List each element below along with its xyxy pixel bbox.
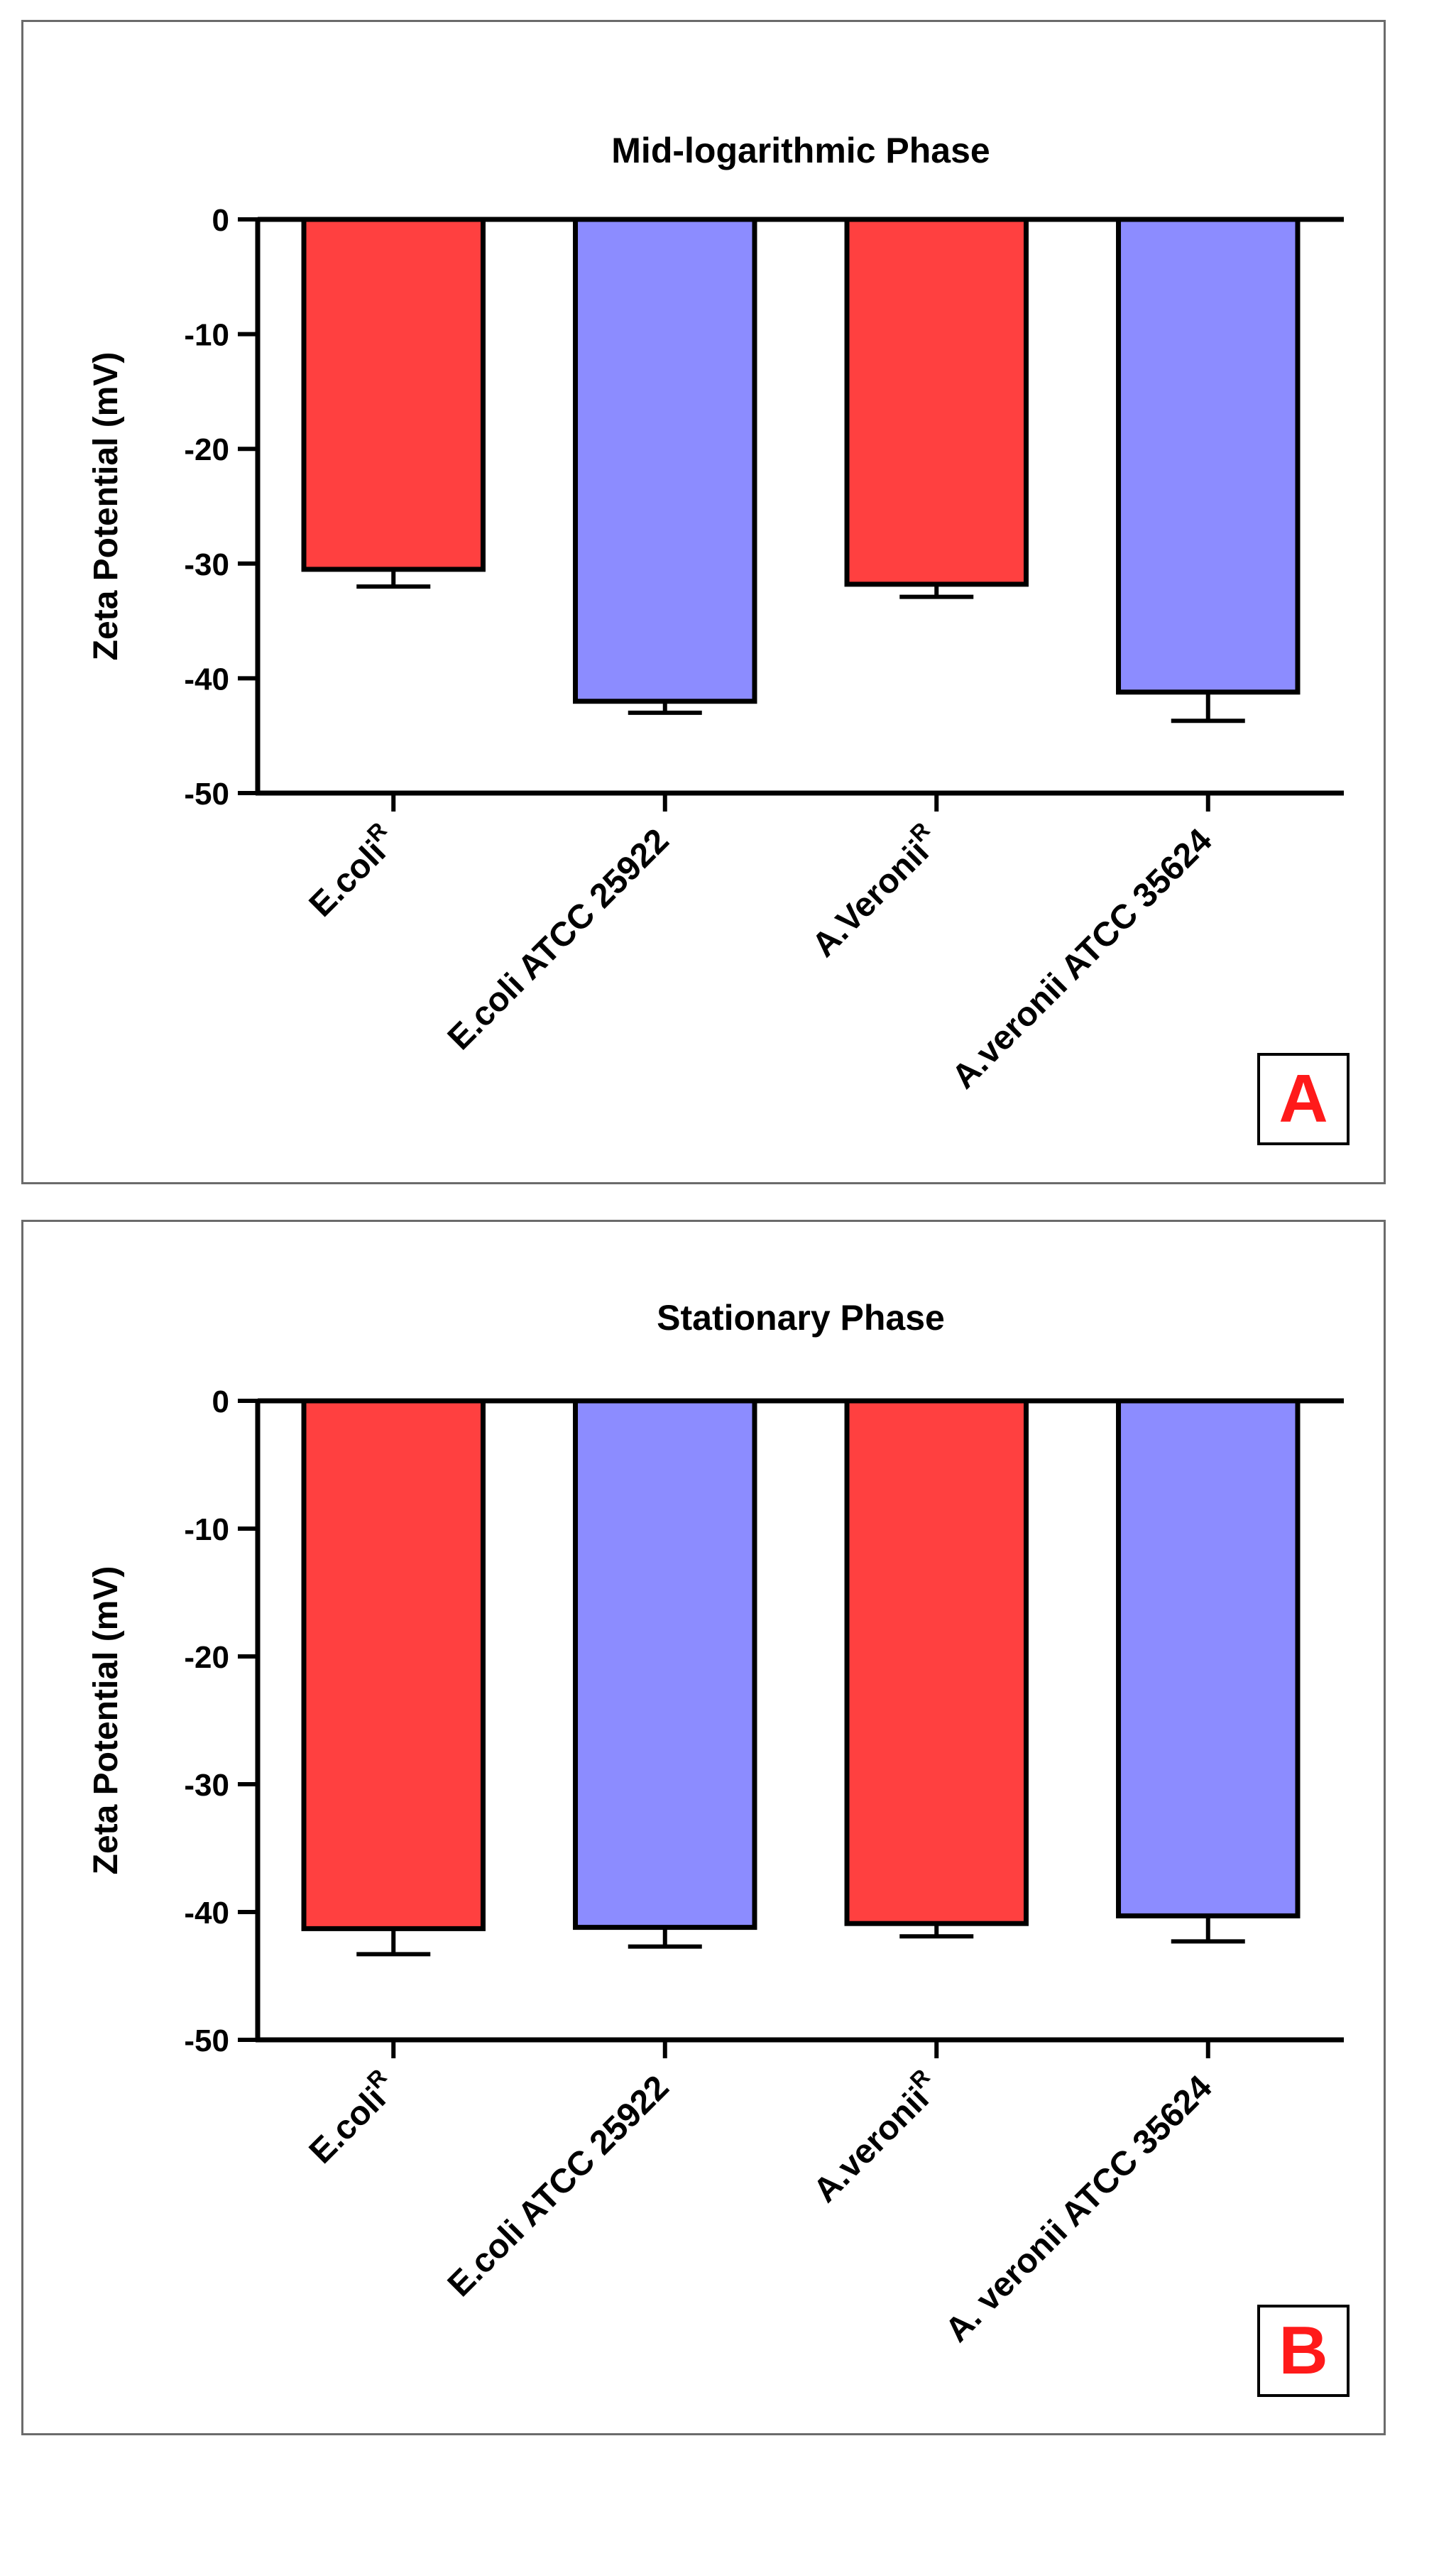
y-tick-label: -30	[184, 1768, 229, 1803]
x-tick-label: E.coli ATCC 25922	[441, 821, 677, 1057]
x-tick-label-text: A. veronii ATCC 35624	[938, 2068, 1220, 2349]
y-tick-label: -40	[184, 1896, 229, 1930]
x-tick-label: E.coliR	[297, 817, 405, 924]
y-tick-label: -10	[184, 1512, 229, 1547]
x-tick-label: E.coliR	[297, 2064, 405, 2171]
y-tick-label: -20	[184, 432, 229, 467]
panel-label-a: A	[1257, 1053, 1350, 1145]
y-tick-label: -50	[184, 2024, 229, 2058]
chart-a-svg: Mid-logarithmic Phase Zeta Potential (mV)…	[87, 131, 1344, 1096]
chart-b-svg: Stationary Phase Zeta Potential (mV) E.col…	[87, 1298, 1344, 2349]
bar	[301, 217, 486, 572]
x-tick-label-text: A.veronii ATCC 35624	[945, 821, 1220, 1096]
y-tick-label: 0	[212, 1384, 229, 1419]
x-tick-label-text: A.veronii	[806, 2080, 936, 2210]
bar	[301, 1398, 486, 1931]
bar	[1116, 217, 1301, 695]
x-tick-label-text: E.coli ATCC 25922	[441, 2068, 677, 2304]
x-tick-label-text: E.coli ATCC 25922	[441, 821, 677, 1057]
x-tick-label: A.veronii ATCC 35624	[945, 821, 1220, 1096]
y-tick-label: -40	[184, 662, 229, 697]
bar	[1116, 1398, 1301, 1918]
x-tick-label: A. veronii ATCC 35624	[938, 2068, 1220, 2349]
y-tick-label: -50	[184, 777, 229, 812]
panel-label-b: B	[1257, 2305, 1350, 2397]
chart-panel-a: Mid-logarithmic Phase Zeta Potential (mV)…	[21, 20, 1386, 1184]
x-tick-label-text: A.Veronii	[805, 834, 936, 965]
y-axis-label: Zeta Potential (mV)	[87, 1566, 125, 1875]
x-tick-label: A.VeroniiR	[801, 817, 948, 964]
y-axis-label: Zeta Potential (mV)	[87, 352, 125, 661]
y-tick-label: 0	[212, 203, 229, 238]
chart-title: Mid-logarithmic Phase	[611, 131, 990, 170]
y-tick-label: -10	[184, 318, 229, 353]
chart-title: Stationary Phase	[657, 1298, 945, 1338]
bar	[573, 217, 757, 704]
y-tick-label: -20	[184, 1640, 229, 1675]
bar	[573, 1398, 757, 1930]
x-tick-label: A.veroniiR	[802, 2064, 948, 2210]
bar	[844, 217, 1029, 587]
chart-panel-b: Stationary Phase Zeta Potential (mV) E.col…	[21, 1220, 1386, 2435]
x-tick-label: E.coli ATCC 25922	[441, 2068, 677, 2304]
y-tick-label: -30	[184, 547, 229, 582]
bar	[844, 1398, 1029, 1926]
